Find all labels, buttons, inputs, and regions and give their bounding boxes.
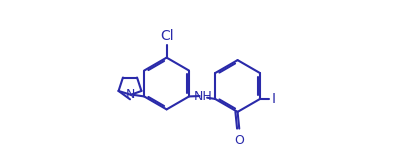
Text: Cl: Cl: [161, 29, 174, 43]
Text: I: I: [271, 92, 275, 106]
Text: NH: NH: [194, 90, 212, 103]
Text: O: O: [235, 134, 245, 147]
Text: N: N: [126, 88, 135, 101]
